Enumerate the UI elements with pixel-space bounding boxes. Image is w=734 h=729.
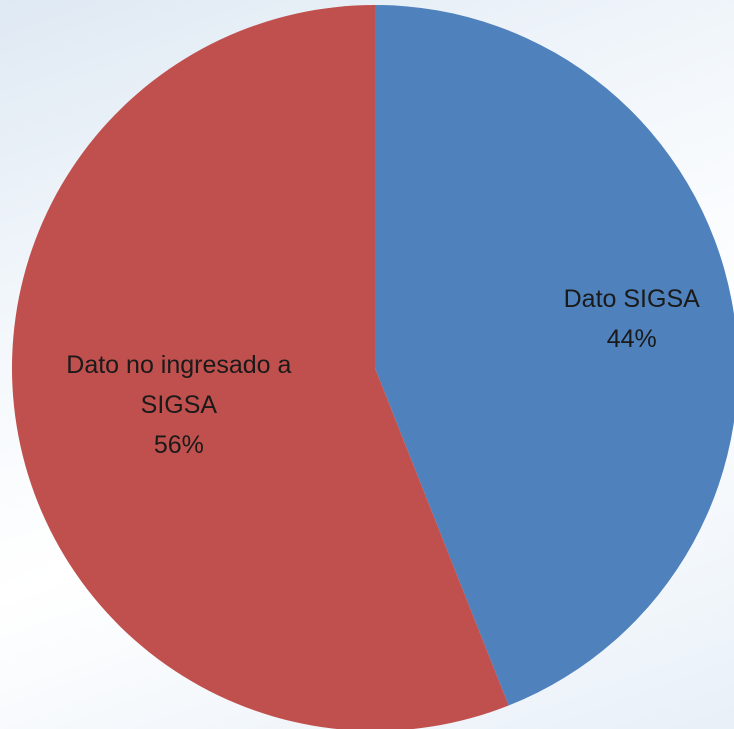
slice-label: Dato no ingresado a SIGSA 56%	[44, 345, 314, 465]
slice-category: Dato SIGSA	[563, 285, 700, 314]
pie-slice	[12, 5, 509, 729]
slice-category: Dato no ingresado a SIGSA	[66, 351, 292, 420]
pie-slice	[375, 5, 734, 706]
slice-value: 44%	[606, 325, 657, 354]
slice-label: Dato SIGSA 44%	[542, 279, 722, 359]
slice-value: 56%	[153, 431, 204, 460]
